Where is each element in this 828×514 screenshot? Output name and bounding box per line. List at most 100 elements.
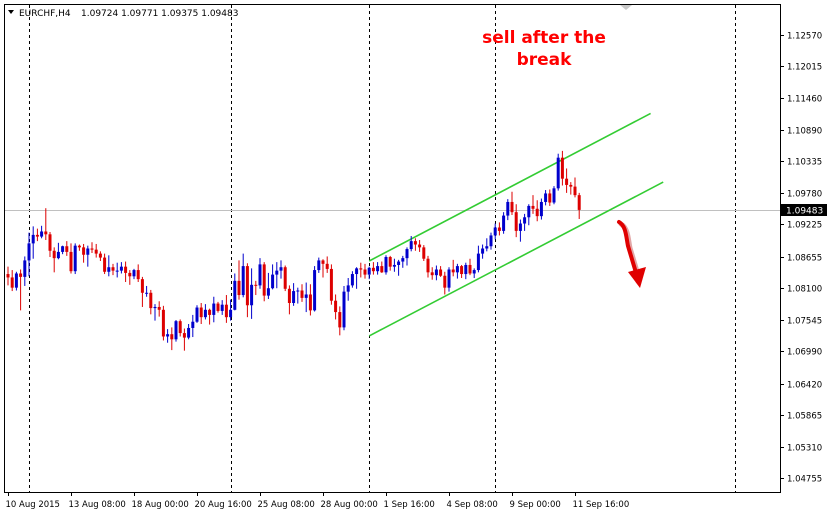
candle-body: [380, 266, 384, 273]
candle: [556, 153, 560, 191]
candle: [464, 262, 468, 280]
time-tick-label: 25 Aug 08:00: [258, 500, 315, 510]
candle-body: [10, 277, 14, 288]
candle-body: [199, 307, 203, 318]
candle: [329, 264, 333, 305]
candle-body: [48, 234, 52, 251]
chart-shift-marker-icon[interactable]: [620, 5, 632, 10]
candle-body: [388, 257, 392, 267]
candle-body: [422, 247, 426, 259]
candle-body: [497, 227, 501, 231]
price-tick-label: 1.06420: [787, 381, 822, 391]
candle-body: [451, 269, 455, 273]
candle-body: [237, 280, 241, 296]
candle-body: [229, 309, 233, 318]
candle-body: [296, 290, 300, 292]
candle-body: [124, 266, 128, 273]
time-tick-label: 4 Sep 08:00: [447, 500, 498, 510]
candle-body: [518, 223, 522, 231]
candle: [161, 305, 165, 341]
candle-body: [418, 244, 422, 248]
candle-body: [128, 272, 132, 277]
candle: [472, 268, 476, 279]
candle-body: [94, 249, 98, 254]
candle: [350, 271, 354, 288]
candle: [136, 264, 140, 282]
candle-body: [434, 269, 438, 276]
candle-body: [342, 291, 346, 328]
candle-body: [145, 292, 149, 294]
price-tick-label: 1.05310: [787, 444, 822, 454]
price-tick-label: 1.12570: [787, 32, 822, 42]
candle: [258, 258, 262, 289]
candle-body: [119, 266, 123, 271]
candle: [544, 190, 548, 206]
candle: [52, 247, 56, 273]
candle: [548, 189, 552, 206]
candle-body: [409, 241, 413, 250]
price-tick-label: 1.08100: [787, 285, 822, 295]
current-price-label: 1.09483: [786, 207, 823, 217]
candle: [69, 243, 73, 274]
candle: [460, 264, 464, 279]
candle: [119, 262, 123, 274]
candle: [271, 264, 275, 290]
price-tick-label: 1.08655: [787, 254, 822, 264]
candle: [275, 262, 279, 289]
candle-body: [98, 253, 102, 258]
candle: [229, 299, 233, 321]
candle-body: [544, 193, 548, 202]
candle-body: [40, 231, 44, 237]
candle: [90, 242, 94, 254]
candle-body: [552, 188, 556, 203]
candle-body: [287, 288, 291, 303]
candle: [132, 268, 136, 280]
candle: [489, 232, 493, 250]
candle: [380, 261, 384, 273]
candle: [455, 263, 459, 279]
candle: [279, 260, 283, 279]
candle-body: [14, 273, 18, 288]
candle-body: [107, 267, 111, 272]
symbol-label: EURCHF,H4: [19, 9, 71, 19]
price-tick-label: 1.07545: [787, 317, 822, 327]
candle-body: [523, 217, 527, 224]
candle-body: [35, 234, 39, 237]
candle-body: [371, 267, 375, 272]
candle: [308, 284, 312, 316]
candle: [170, 327, 174, 351]
channel-upper-line[interactable]: [368, 112, 651, 262]
candle: [203, 304, 207, 320]
candle-body: [527, 205, 531, 218]
candle: [94, 243, 98, 258]
candle-body: [283, 267, 287, 289]
candle: [296, 287, 300, 304]
candle: [115, 262, 119, 278]
time-tick-label: 28 Aug 00:00: [321, 500, 378, 510]
candle: [577, 192, 581, 219]
candle-body: [510, 201, 514, 213]
candle-body: [271, 274, 275, 289]
channel-lower-line[interactable]: [368, 181, 664, 337]
candle: [502, 212, 506, 234]
candle-body: [61, 246, 65, 252]
candle-body: [52, 250, 56, 259]
candle-body: [254, 284, 258, 286]
candle: [208, 308, 212, 325]
candle-body: [338, 312, 342, 328]
candle: [304, 282, 308, 313]
trend-channel[interactable]: [368, 112, 664, 337]
candle-body: [220, 304, 224, 311]
candle: [569, 182, 573, 195]
annotation-line-1: sell after the: [482, 28, 606, 48]
candle: [418, 239, 422, 252]
current-price-tag: 1.09483: [781, 204, 827, 217]
candle-body: [426, 258, 430, 273]
candle-body: [191, 321, 195, 328]
candle-body: [460, 266, 464, 275]
dropdown-triangle-icon[interactable]: [8, 10, 14, 14]
candle-body: [384, 257, 388, 273]
candle: [338, 306, 342, 336]
candle: [153, 304, 157, 321]
